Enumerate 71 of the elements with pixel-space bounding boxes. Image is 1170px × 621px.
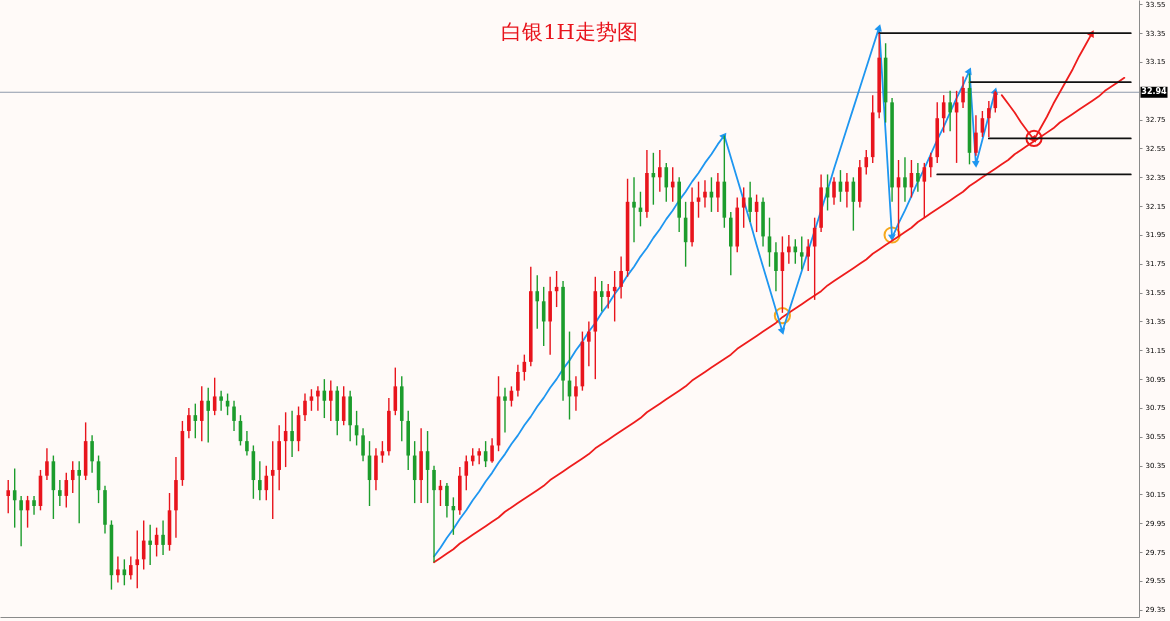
candlestick — [799, 235, 804, 271]
candlestick — [464, 454, 469, 491]
candlestick — [503, 387, 507, 434]
candlestick — [574, 375, 578, 412]
candlestick — [77, 460, 81, 524]
candlestick — [135, 529, 140, 589]
candlestick — [245, 430, 249, 457]
candlestick — [32, 495, 36, 516]
candlestick — [19, 495, 23, 548]
candlestick — [806, 238, 810, 272]
candlestick — [445, 482, 449, 519]
ref-line-label: 32.94 — [1141, 87, 1168, 97]
text: 白银1H走势图 — [501, 20, 638, 44]
candlestick — [316, 385, 320, 412]
candlestick — [70, 460, 75, 494]
candlestick — [129, 555, 133, 581]
candlestick — [64, 472, 69, 509]
candlestick — [845, 172, 849, 209]
candlestick — [664, 162, 669, 203]
candlestick — [141, 519, 146, 571]
candlestick — [632, 176, 636, 243]
candlestick — [928, 152, 933, 179]
candlestick — [948, 90, 952, 132]
candlestick — [232, 400, 236, 432]
candlestick — [658, 149, 662, 193]
candlestick — [916, 162, 920, 193]
candlestick — [864, 149, 869, 176]
candlestick — [774, 241, 778, 292]
point — [883, 226, 901, 244]
candlestick — [696, 180, 701, 219]
candlestick — [987, 100, 991, 138]
candlestick — [716, 172, 720, 213]
candlestick — [290, 410, 294, 458]
candlestick — [832, 176, 836, 206]
candlestick — [703, 179, 707, 209]
candlestick — [974, 114, 978, 157]
candlestick — [199, 385, 204, 442]
candlestick — [606, 283, 611, 310]
candlestick — [787, 234, 791, 265]
candlestick — [490, 437, 494, 464]
candlestick — [748, 180, 752, 223]
candlestick — [380, 440, 385, 464]
candlestick — [329, 379, 333, 422]
candlestick — [58, 479, 62, 507]
candlestick — [432, 464, 436, 563]
candlestick — [303, 392, 307, 422]
candlestick — [264, 464, 269, 501]
candlestick — [477, 447, 481, 465]
candlestick — [270, 440, 275, 520]
candlestick — [903, 156, 907, 203]
candlestick — [161, 519, 165, 556]
candlestick — [116, 555, 120, 584]
candlestick — [670, 166, 675, 203]
candlestick — [516, 364, 520, 398]
candlestick — [258, 460, 262, 501]
candlestick — [619, 255, 623, 300]
candlestick — [309, 388, 314, 412]
candlestick — [90, 434, 94, 474]
candlestick — [961, 75, 965, 109]
point — [773, 307, 791, 325]
candlestick — [187, 407, 191, 439]
candlestick — [535, 274, 540, 330]
candlestick — [599, 280, 604, 313]
candlestick — [148, 524, 152, 566]
candlestick — [6, 479, 11, 514]
candlestick — [45, 447, 49, 481]
candlestick — [219, 389, 223, 412]
candlestick — [741, 186, 746, 229]
candlestick — [206, 387, 211, 444]
candlestick — [361, 427, 365, 463]
candlestick — [587, 320, 591, 367]
